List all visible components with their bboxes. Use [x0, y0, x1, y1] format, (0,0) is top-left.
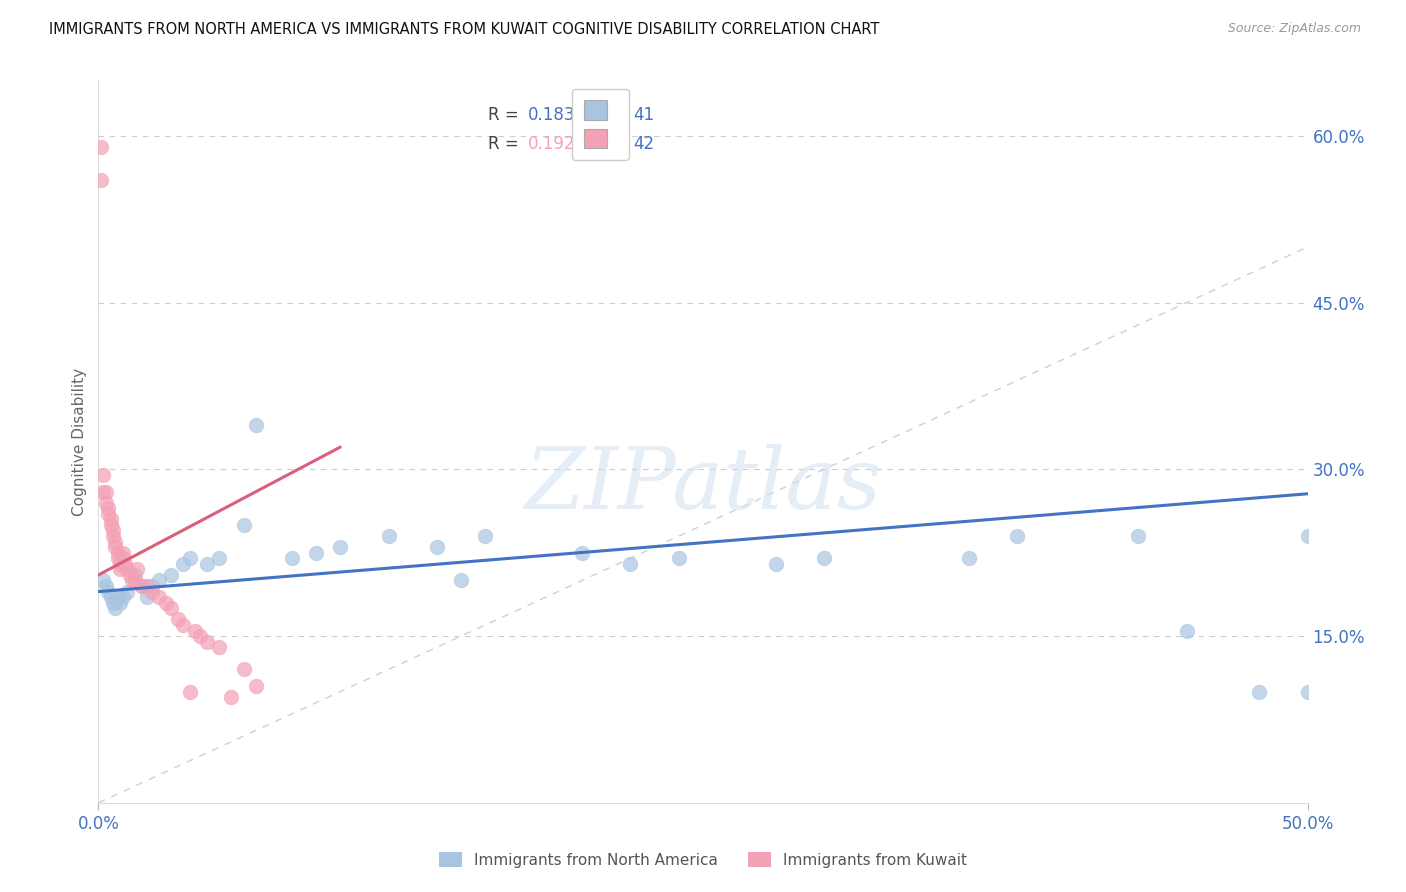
Text: 41: 41 — [633, 106, 654, 124]
Point — [121, 574, 143, 588]
Point — [571, 546, 593, 560]
Point — [131, 579, 153, 593]
Point — [232, 517, 254, 532]
Point — [97, 501, 120, 516]
Point — [91, 467, 114, 482]
Point — [91, 484, 114, 499]
Point — [141, 579, 163, 593]
Point — [167, 612, 190, 626]
Point — [135, 579, 157, 593]
Point — [765, 557, 787, 571]
Point — [188, 629, 211, 643]
Text: 42: 42 — [633, 136, 654, 153]
Point — [135, 590, 157, 604]
Point — [111, 551, 134, 566]
Text: 0.192: 0.192 — [527, 136, 575, 153]
Point — [305, 546, 328, 560]
Point — [221, 690, 243, 705]
Point — [668, 551, 690, 566]
Legend: , : , — [572, 88, 628, 160]
Point — [131, 579, 153, 593]
Point — [97, 507, 120, 521]
Legend: Immigrants from North America, Immigrants from Kuwait: Immigrants from North America, Immigrant… — [433, 846, 973, 873]
Point — [148, 590, 170, 604]
Point — [172, 618, 194, 632]
Point — [957, 551, 980, 566]
Point — [1249, 684, 1271, 698]
Point — [104, 534, 127, 549]
Point — [108, 596, 131, 610]
Point — [97, 584, 120, 599]
Point — [148, 574, 170, 588]
Point — [104, 540, 127, 554]
Point — [107, 590, 129, 604]
Point — [245, 417, 267, 432]
Point — [111, 546, 134, 560]
Point — [100, 512, 122, 526]
Point — [184, 624, 207, 638]
Text: N =: N = — [586, 136, 633, 153]
Point — [1296, 529, 1319, 543]
Point — [377, 529, 399, 543]
Point — [108, 562, 131, 576]
Point — [114, 557, 136, 571]
Point — [195, 634, 218, 648]
Point — [124, 568, 146, 582]
Point — [1296, 684, 1319, 698]
Point — [474, 529, 496, 543]
Point — [127, 562, 149, 576]
Point — [100, 517, 122, 532]
Point — [111, 590, 134, 604]
Point — [155, 596, 177, 610]
Point — [450, 574, 472, 588]
Text: N =: N = — [586, 106, 633, 124]
Text: Source: ZipAtlas.com: Source: ZipAtlas.com — [1227, 22, 1361, 36]
Point — [101, 524, 124, 538]
Point — [245, 679, 267, 693]
Point — [108, 557, 131, 571]
Point — [1128, 529, 1150, 543]
Point — [179, 551, 201, 566]
Point — [172, 557, 194, 571]
Point — [141, 584, 163, 599]
Point — [107, 551, 129, 566]
Point — [117, 584, 139, 599]
Point — [101, 596, 124, 610]
Point — [160, 601, 183, 615]
Text: ZIPatlas: ZIPatlas — [524, 443, 882, 526]
Point — [281, 551, 304, 566]
Text: 0.183: 0.183 — [527, 106, 575, 124]
Point — [1007, 529, 1029, 543]
Point — [94, 496, 117, 510]
Point — [1175, 624, 1198, 638]
Point — [91, 574, 114, 588]
Point — [101, 529, 124, 543]
Point — [426, 540, 449, 554]
Point — [208, 551, 231, 566]
Text: R =: R = — [488, 136, 524, 153]
Point — [90, 140, 112, 154]
Point — [179, 684, 201, 698]
Point — [90, 173, 112, 187]
Text: IMMIGRANTS FROM NORTH AMERICA VS IMMIGRANTS FROM KUWAIT COGNITIVE DISABILITY COR: IMMIGRANTS FROM NORTH AMERICA VS IMMIGRA… — [49, 22, 880, 37]
Point — [94, 484, 117, 499]
Point — [195, 557, 218, 571]
Point — [107, 546, 129, 560]
Text: R =: R = — [488, 106, 524, 124]
Point — [124, 574, 146, 588]
Point — [118, 568, 141, 582]
Point — [329, 540, 352, 554]
Point — [104, 601, 127, 615]
Point — [813, 551, 835, 566]
Point — [619, 557, 641, 571]
Point — [117, 562, 139, 576]
Point — [232, 662, 254, 676]
Point — [160, 568, 183, 582]
Point — [100, 590, 122, 604]
Point — [208, 640, 231, 655]
Y-axis label: Cognitive Disability: Cognitive Disability — [72, 368, 87, 516]
Point — [94, 579, 117, 593]
